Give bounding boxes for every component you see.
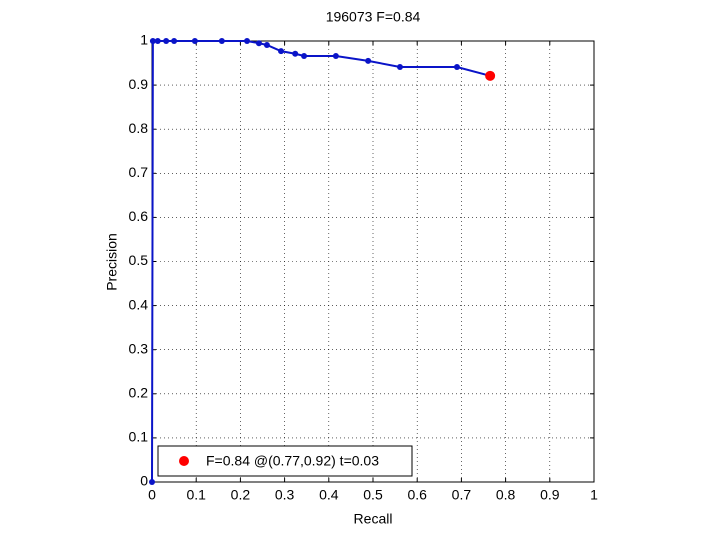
y-tick-label: 0.2 [129, 385, 149, 401]
curve-point [191, 38, 198, 44]
y-axis-label: Precision [104, 233, 120, 291]
x-tick-label: 0.8 [496, 487, 516, 503]
curve-point [149, 38, 156, 44]
x-tick-label: 0.6 [407, 487, 427, 503]
x-tick-label: 0.3 [275, 487, 295, 503]
curve-point [278, 48, 285, 55]
curve-point [154, 38, 161, 44]
x-tick-label: 0.5 [363, 487, 383, 503]
y-tick-label: 0.1 [129, 429, 149, 445]
y-tick-label: 0.6 [129, 208, 149, 224]
x-tick-label: 1 [590, 487, 598, 503]
y-tick-label: 0.8 [129, 120, 149, 136]
curve-point [171, 38, 178, 44]
curve-point [292, 50, 299, 57]
curve-point [255, 40, 262, 47]
x-tick-label: 0.2 [231, 487, 251, 503]
x-tick-label: 0.4 [319, 487, 339, 503]
x-axis-label: Recall [354, 511, 393, 527]
legend-box [157, 445, 413, 477]
y-tick-label: 0.5 [129, 252, 149, 268]
curve-point [244, 38, 251, 44]
curve-point [396, 64, 403, 71]
y-tick-label: 0.9 [129, 76, 149, 92]
curve-point [218, 38, 225, 44]
legend-marker [179, 456, 189, 466]
curve-point [301, 52, 308, 59]
curve-point [453, 64, 460, 71]
x-tick-label: 0.7 [452, 487, 472, 503]
y-tick-label: 0.3 [129, 340, 149, 356]
y-tick-label: 1 [140, 32, 148, 48]
curve-point [365, 57, 372, 64]
legend-label: F=0.84 @(0.77,0.92) t=0.03 [206, 453, 379, 469]
curve-point [332, 52, 339, 59]
best-point [485, 70, 496, 81]
curve-point [263, 41, 270, 48]
x-tick-label: 0 [148, 487, 156, 503]
curve-point [149, 479, 155, 485]
chart-title: 196073 F=0.84 [326, 9, 421, 25]
y-tick-label: 0 [140, 473, 148, 489]
y-tick-label: 0.7 [129, 164, 149, 180]
y-tick-label: 0.4 [129, 296, 149, 312]
curve-point [163, 38, 170, 44]
x-tick-label: 0.9 [540, 487, 560, 503]
x-tick-label: 0.1 [186, 487, 206, 503]
